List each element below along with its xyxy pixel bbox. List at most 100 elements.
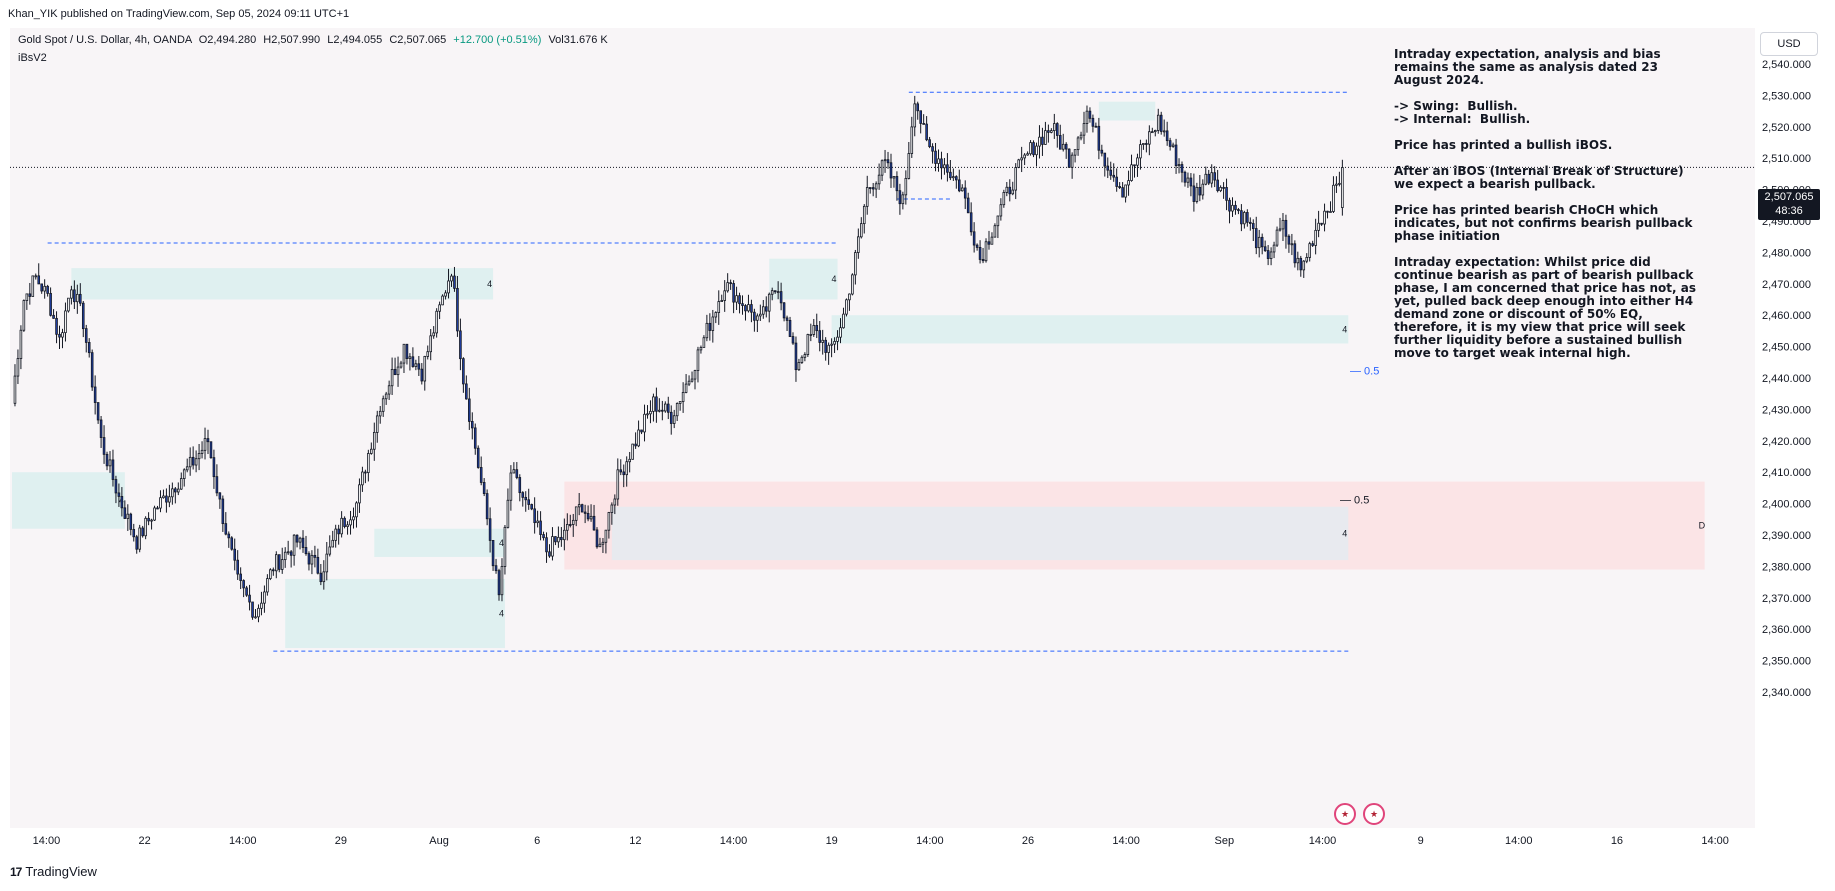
candle-body[interactable] xyxy=(940,158,943,169)
candle-body[interactable] xyxy=(610,504,614,513)
candle-body[interactable] xyxy=(735,295,738,303)
candle-body[interactable] xyxy=(957,179,961,192)
candle-body[interactable] xyxy=(744,305,747,312)
candle-body[interactable] xyxy=(640,429,643,433)
candle-body[interactable] xyxy=(738,295,741,305)
time-axis[interactable] xyxy=(10,828,1755,858)
candle-body[interactable] xyxy=(491,540,495,567)
candle-body[interactable] xyxy=(307,553,311,565)
candle-body[interactable] xyxy=(414,363,418,367)
candle-body[interactable] xyxy=(874,183,878,190)
candle-body[interactable] xyxy=(705,322,709,339)
candle-body[interactable] xyxy=(1231,204,1234,212)
candle-body[interactable] xyxy=(144,517,147,537)
candle-body[interactable] xyxy=(378,410,382,417)
candle-body[interactable] xyxy=(563,529,566,541)
candle-body[interactable] xyxy=(1148,131,1151,145)
candle-body[interactable] xyxy=(438,304,441,312)
candle-body[interactable] xyxy=(530,504,533,510)
candle-body[interactable] xyxy=(907,153,911,179)
candle-body[interactable] xyxy=(996,215,1000,227)
candle-body[interactable] xyxy=(1008,186,1012,195)
candle-body[interactable] xyxy=(1058,135,1062,150)
candle-body[interactable] xyxy=(1026,153,1029,156)
candle-body[interactable] xyxy=(833,341,836,345)
candle-body[interactable] xyxy=(999,204,1003,217)
candle-body[interactable] xyxy=(1225,187,1228,201)
candle-body[interactable] xyxy=(1094,125,1098,128)
candle-body[interactable] xyxy=(1329,211,1332,213)
candle-body[interactable] xyxy=(411,356,415,367)
candle-body[interactable] xyxy=(1100,149,1104,154)
candle-body[interactable] xyxy=(848,293,851,301)
candle-body[interactable] xyxy=(788,320,792,337)
candle-body[interactable] xyxy=(266,578,269,593)
candle-body[interactable] xyxy=(1041,136,1044,145)
candle-body[interactable] xyxy=(331,539,335,548)
candle-body[interactable] xyxy=(975,244,979,248)
candle-body[interactable] xyxy=(619,469,623,473)
candle-body[interactable] xyxy=(868,187,872,189)
candle-body[interactable] xyxy=(708,322,712,331)
candle-body[interactable] xyxy=(200,449,204,454)
candle-body[interactable] xyxy=(1103,152,1107,167)
candle-body[interactable] xyxy=(1302,260,1306,271)
price-axis[interactable] xyxy=(1755,28,1825,858)
candle-body[interactable] xyxy=(1153,130,1157,133)
candle-body[interactable] xyxy=(462,358,465,385)
footer-brand[interactable]: TradingView xyxy=(25,864,97,879)
candle-body[interactable] xyxy=(34,275,38,278)
candle-body[interactable] xyxy=(723,290,726,301)
candle-body[interactable] xyxy=(815,325,819,332)
candle-body[interactable] xyxy=(812,325,816,335)
candle-body[interactable] xyxy=(1257,236,1261,249)
candle-body[interactable] xyxy=(803,354,807,358)
candle-body[interactable] xyxy=(334,528,337,541)
candle-body[interactable] xyxy=(931,146,934,152)
candle-body[interactable] xyxy=(857,236,860,253)
candle-body[interactable] xyxy=(206,438,210,443)
candle-body[interactable] xyxy=(1017,159,1020,168)
candle-body[interactable] xyxy=(791,336,795,344)
candle-body[interactable] xyxy=(1115,176,1118,187)
candle-body[interactable] xyxy=(370,448,373,454)
candle-body[interactable] xyxy=(963,187,967,199)
candle-body[interactable] xyxy=(1234,204,1237,210)
candle-body[interactable] xyxy=(325,553,329,573)
symbol-name[interactable]: Gold Spot / U.S. Dollar, 4h, OANDA xyxy=(18,34,192,46)
candle-body[interactable] xyxy=(913,103,917,128)
candle-body[interactable] xyxy=(349,519,352,526)
candle-body[interactable] xyxy=(1014,167,1018,191)
candle-body[interactable] xyxy=(298,537,302,543)
candle-body[interactable] xyxy=(1073,149,1077,156)
candle-body[interactable] xyxy=(1210,172,1213,184)
candle-body[interactable] xyxy=(280,559,284,570)
candle-body[interactable] xyxy=(16,358,20,377)
candle-body[interactable] xyxy=(1326,210,1329,213)
candle-body[interactable] xyxy=(138,527,141,550)
candle-body[interactable] xyxy=(684,383,688,393)
candle-body[interactable] xyxy=(634,443,637,447)
candle-body[interactable] xyxy=(1177,164,1181,167)
candle-body[interactable] xyxy=(352,516,355,521)
candle-body[interactable] xyxy=(1174,144,1178,167)
candle-body[interactable] xyxy=(542,534,545,539)
us-flag-icon[interactable]: ★ xyxy=(1334,803,1356,825)
indicator-label[interactable]: iBsV2 xyxy=(18,52,47,64)
candle-body[interactable] xyxy=(141,527,144,537)
candle-body[interactable] xyxy=(901,194,905,205)
candle-body[interactable] xyxy=(1079,134,1083,139)
candle-body[interactable] xyxy=(447,280,450,294)
candle-body[interactable] xyxy=(1341,167,1344,208)
candle-body[interactable] xyxy=(1314,229,1317,246)
candle-body[interactable] xyxy=(19,329,23,359)
candle-body[interactable] xyxy=(860,223,863,238)
candle-body[interactable] xyxy=(1207,173,1211,184)
candle-body[interactable] xyxy=(224,523,228,535)
candle-body[interactable] xyxy=(1061,143,1065,150)
candle-body[interactable] xyxy=(468,398,471,422)
candle-body[interactable] xyxy=(806,334,810,355)
candle-body[interactable] xyxy=(661,409,664,412)
candle-body[interactable] xyxy=(343,517,346,527)
chart-area[interactable]: 444444D4— 0.5— 0.52,340.0002,350.0002,36… xyxy=(10,28,1825,858)
